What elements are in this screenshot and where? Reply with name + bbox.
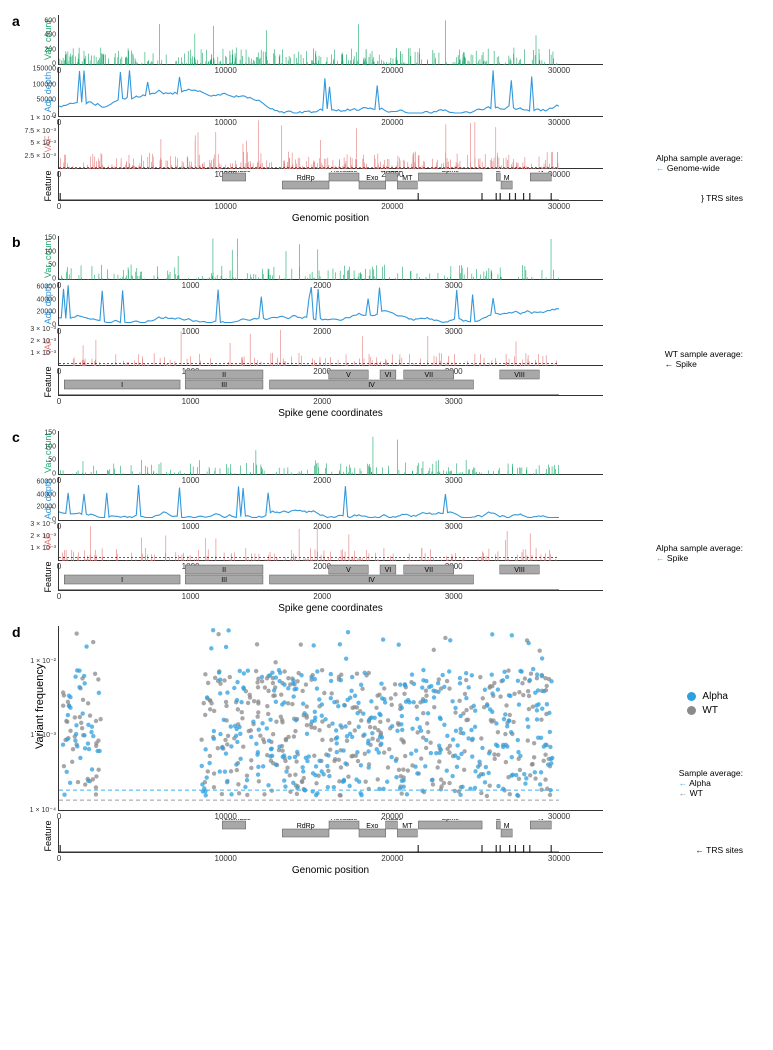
panel-a: a Var. count 02004006000100002000030000 … [10, 15, 763, 224]
panel-a-feature: Feature ProteinaseRdRpHelicaseExoRNaseMT… [58, 171, 763, 201]
panel-b-letter: b [12, 234, 21, 250]
panel-a-trs-annotation: } TRS sites [701, 193, 743, 203]
svg-text:N: N [538, 171, 543, 174]
svg-text:Helicase: Helicase [331, 171, 358, 174]
panel-b-feature: Feature IIIIIIIVVVIVIIVIII0100020003000 [58, 368, 763, 396]
svg-text:VII: VII [424, 567, 433, 574]
svg-text:VI: VI [385, 372, 392, 379]
panel-b-varcount: Var. count 0501001500100020003000 [58, 236, 763, 280]
svg-text:V: V [346, 567, 351, 574]
svg-text:VIII: VIII [514, 567, 525, 574]
panel-b-xlabel: Spike gene coordinates [58, 408, 603, 419]
panel-d-feature-ylabel: Feature [43, 806, 53, 866]
svg-text:RNase: RNase [381, 171, 403, 174]
panel-b-adjdepth: Adj. depth 02000040000600000100020003000 [58, 282, 763, 326]
svg-text:M: M [504, 175, 510, 182]
svg-text:Spike: Spike [441, 819, 459, 822]
svg-text:III: III [221, 382, 227, 389]
panel-d-scatter-ylabel: Variant frequency [34, 689, 46, 749]
panel-d-scatter: Variant frequency 1 × 10⁻⁴1 × 10⁻³1 × 10… [58, 626, 763, 811]
svg-text:Proteinase: Proteinase [217, 171, 251, 174]
svg-text:Spike: Spike [441, 171, 459, 174]
svg-text:Exo: Exo [366, 823, 378, 830]
panel-c-vaf: VAF 1 × 10⁻³2 × 10⁻³3 × 10⁻³010002000300… [58, 523, 763, 561]
panel-c-adjdepth: Adj. depth 02000040000600000100020003000 [58, 477, 763, 521]
panel-d-letter: d [12, 624, 21, 640]
svg-text:RdRp: RdRp [297, 823, 315, 830]
panel-a-letter: a [12, 13, 20, 29]
panel-a-varcount: Var. count 02004006000100002000030000 [58, 15, 763, 65]
panel-d-feature: Feature ProteinaseRdRpHelicaseExoRNaseMT… [58, 819, 763, 853]
svg-text:II: II [222, 372, 226, 379]
panel-a-vaf-anno-title: Alpha sample average: [656, 153, 743, 163]
svg-text:MT: MT [402, 175, 413, 182]
panel-a-feature-plot: Proteinase RdRp Helicase ExoRNaseMT Spike EM N… [58, 171, 603, 201]
svg-text:Helicase: Helicase [331, 819, 358, 822]
svg-text:M: M [504, 823, 510, 830]
svg-text:V: V [346, 372, 351, 379]
panel-d-scatter-plot: 1 × 10⁻⁴1 × 10⁻³1 × 10⁻²0100002000030000 [58, 626, 603, 811]
svg-text:RdRp: RdRp [297, 175, 315, 182]
panel-c-feature: Feature IIIIIIIVVVIVIIVIII0100020003000 [58, 563, 763, 591]
svg-text:Exo: Exo [366, 175, 378, 182]
svg-text:IV: IV [368, 577, 375, 584]
panel-c-varcount-plot: 0501001500100020003000 [58, 431, 603, 475]
panel-b-adjdepth-plot: 02000040000600000100020003000 [58, 282, 603, 326]
panel-a-feature-ylabel: Feature [43, 156, 53, 216]
panel-d-avg-annotation: Sample average: ← Alpha ← WT [679, 768, 743, 799]
panel-d-feature-plot: Proteinase RdRp Helicase ExoRNaseMT Spike EM N… [58, 819, 603, 853]
panel-b-vaf: VAF 1 × 10⁻³2 × 10⁻³3 × 10⁻³010002000300… [58, 328, 763, 366]
panel-c-letter: c [12, 429, 20, 445]
panel-b-feature-ylabel: Feature [43, 352, 53, 412]
panel-c-vaf-plot: 1 × 10⁻³2 × 10⁻³3 × 10⁻³0100020003000 [58, 523, 603, 561]
svg-text:RNase: RNase [381, 819, 403, 822]
panel-a-varcount-plot: 02004006000100002000030000 [58, 15, 603, 65]
panel-a-adjdepth: Adj. depth 05000010000015000001000020000… [58, 67, 763, 117]
svg-text:IV: IV [368, 382, 375, 389]
panel-b-vaf-annotation: WT sample average: ← Spike [665, 349, 743, 369]
svg-text:VIII: VIII [514, 372, 525, 379]
panel-c-feature-ylabel: Feature [43, 547, 53, 607]
panel-d-legend: AlphaWT [687, 691, 728, 719]
panel-b: b Var. count 0501001500100020003000 Adj.… [10, 236, 763, 419]
panel-c-feature-plot: IIIIIIIVVVIVIIVIII0100020003000 [58, 563, 603, 591]
svg-text:II: II [222, 567, 226, 574]
svg-text:E: E [496, 171, 501, 174]
svg-text:MT: MT [402, 823, 413, 830]
panel-d: d Variant frequency 1 × 10⁻⁴1 × 10⁻³1 × … [10, 626, 763, 876]
svg-text:Proteinase: Proteinase [217, 819, 251, 822]
panel-c: c Var. count 0501001500100020003000 Adj.… [10, 431, 763, 614]
panel-c-xlabel: Spike gene coordinates [58, 603, 603, 614]
panel-a-xlabel: Genomic position [58, 213, 603, 224]
panel-b-feature-plot: IIIIIIIVVVIVIIVIII0100020003000 [58, 368, 603, 396]
panel-c-varcount: Var. count 0501001500100020003000 [58, 431, 763, 475]
svg-text:N: N [538, 819, 543, 822]
svg-text:VII: VII [424, 372, 433, 379]
svg-text:I: I [121, 577, 123, 584]
panel-a-adjdepth-plot: 0500001000001500000100002000030000 [58, 67, 603, 117]
panel-b-vaf-plot: 1 × 10⁻³2 × 10⁻³3 × 10⁻³0100020003000 [58, 328, 603, 366]
panel-d-trs-annotation: ← TRS sites [695, 845, 743, 855]
panel-d-xlabel: Genomic position [58, 865, 603, 876]
svg-text:VI: VI [385, 567, 392, 574]
panel-a-vaf: VAF 2.5 × 10⁻³5 × 10⁻³7.5 × 10⁻³1 × 10⁻²… [58, 119, 763, 169]
panel-a-vaf-plot: 2.5 × 10⁻³5 × 10⁻³7.5 × 10⁻³1 × 10⁻²0100… [58, 119, 603, 169]
svg-text:I: I [121, 382, 123, 389]
panel-c-adjdepth-plot: 02000040000600000100020003000 [58, 477, 603, 521]
svg-text:III: III [221, 577, 227, 584]
svg-text:E: E [496, 819, 501, 822]
panel-b-varcount-plot: 0501001500100020003000 [58, 236, 603, 280]
panel-c-vaf-annotation: Alpha sample average: ← Spike [656, 543, 743, 563]
